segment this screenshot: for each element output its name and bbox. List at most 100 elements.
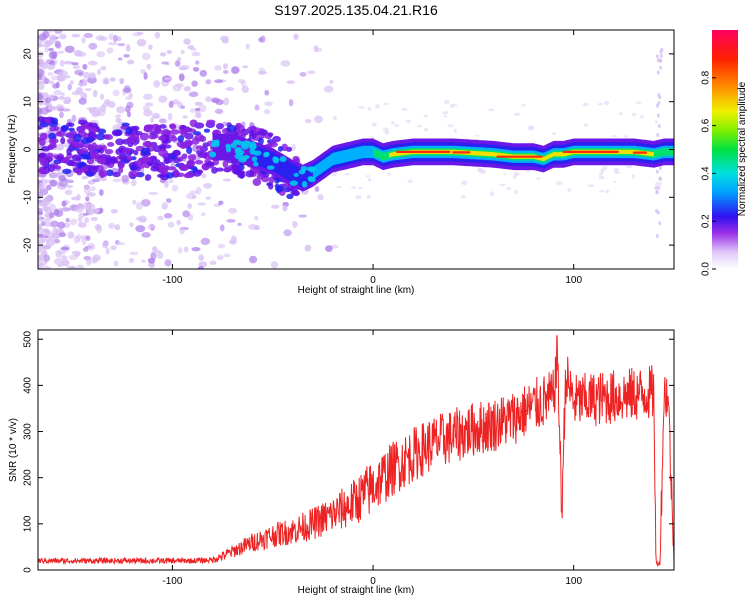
noise-blob [90, 110, 101, 118]
noise-blob [226, 218, 236, 223]
noise-blob [401, 107, 408, 111]
noise-blob [149, 223, 155, 229]
x-tick-label: 100 [565, 576, 582, 587]
noise-blob [209, 260, 217, 265]
noise-blob [45, 97, 52, 104]
band-blob [222, 160, 229, 168]
noise-blob [610, 135, 618, 138]
spectrogram-x-ticks: -100 0 100 [162, 30, 582, 286]
noise-blob [45, 58, 54, 65]
noise-blob [140, 218, 147, 222]
noise-blob [42, 228, 50, 233]
noise-blob [143, 109, 153, 117]
noise-blob [552, 132, 557, 136]
noise-blob [655, 233, 659, 238]
band-blob [169, 123, 176, 129]
noise-blob [659, 53, 663, 58]
noise-blob [76, 193, 81, 201]
noise-blob [194, 101, 203, 106]
noise-blob [58, 207, 66, 212]
noise-blob [154, 31, 161, 39]
band-blob [140, 147, 151, 156]
noise-blob [144, 102, 154, 107]
noise-blob [131, 32, 142, 37]
band-blob [187, 140, 193, 146]
noise-blob [659, 58, 663, 63]
band-blob [158, 148, 168, 157]
noise-blob [92, 178, 101, 183]
band-blob [81, 137, 90, 145]
noise-blob [371, 122, 377, 127]
noise-blob [58, 180, 69, 187]
noise-blob [38, 246, 47, 252]
band-blob [148, 134, 157, 140]
noise-blob [225, 86, 235, 91]
noise-blob [150, 251, 157, 260]
noise-blob [87, 242, 96, 251]
band-blob [115, 138, 125, 146]
noise-blob [102, 242, 109, 249]
noise-blob [331, 173, 338, 177]
noise-blob [38, 101, 43, 107]
noise-blob [40, 219, 48, 224]
noise-blob [110, 245, 117, 251]
noise-blob [598, 172, 603, 176]
y-tick-label: 0 [23, 567, 34, 573]
noise-blob [192, 66, 200, 72]
band-blob [98, 147, 104, 154]
y-tick-label: 400 [23, 377, 34, 394]
noise-blob [618, 112, 623, 115]
noise-blob [57, 221, 66, 229]
noise-blob [603, 101, 610, 106]
band-blob [286, 193, 294, 200]
y-tick-label: 0 [23, 146, 34, 152]
noise-blob [45, 184, 52, 191]
noise-blob [45, 238, 56, 247]
band-blob [161, 129, 171, 137]
band-blob [195, 160, 204, 165]
band-blob [121, 122, 130, 127]
spectrogram-y-ticks: -20 -10 0 10 20 [23, 48, 674, 252]
noise-blob [325, 245, 333, 252]
noise-blob [201, 212, 206, 217]
band-blob [39, 138, 46, 146]
noise-blob [87, 60, 98, 66]
noise-blob [108, 101, 116, 109]
noise-blob [657, 185, 661, 190]
noise-blob [64, 45, 75, 54]
noise-blob [583, 123, 589, 127]
noise-blob [38, 50, 44, 59]
band-blob [139, 132, 149, 141]
noise-blob [125, 105, 131, 113]
noise-blob [306, 70, 316, 75]
noise-blob [106, 47, 114, 54]
noise-blob [450, 103, 454, 109]
ridge-blob [307, 176, 316, 183]
noise-blob [656, 133, 660, 138]
noise-blob [196, 113, 202, 118]
band-blob [187, 154, 197, 161]
band-blob [104, 134, 114, 141]
noise-blob [38, 199, 43, 204]
x-tick-label: -100 [162, 576, 182, 587]
y-tick-label: -20 [23, 237, 34, 252]
noise-blob [178, 73, 185, 82]
noise-blob [442, 111, 449, 115]
noise-blob [86, 107, 97, 111]
noise-blob [141, 232, 151, 238]
y-tick-label: 20 [23, 48, 34, 60]
noise-blob [452, 103, 458, 107]
noise-blob [116, 106, 125, 114]
band-blob [38, 125, 43, 130]
noise-blob [161, 202, 168, 210]
noise-blob [199, 69, 208, 77]
noise-blob [126, 111, 132, 118]
noise-blob [53, 238, 61, 244]
noise-blob [157, 215, 164, 221]
ridge-blob [251, 156, 258, 163]
spectrogram-y-label: Frequency (Hz) [7, 115, 18, 184]
band-blob [90, 151, 100, 159]
noise-blob [119, 77, 125, 83]
noise-blob [655, 54, 659, 59]
noise-blob [453, 128, 457, 134]
